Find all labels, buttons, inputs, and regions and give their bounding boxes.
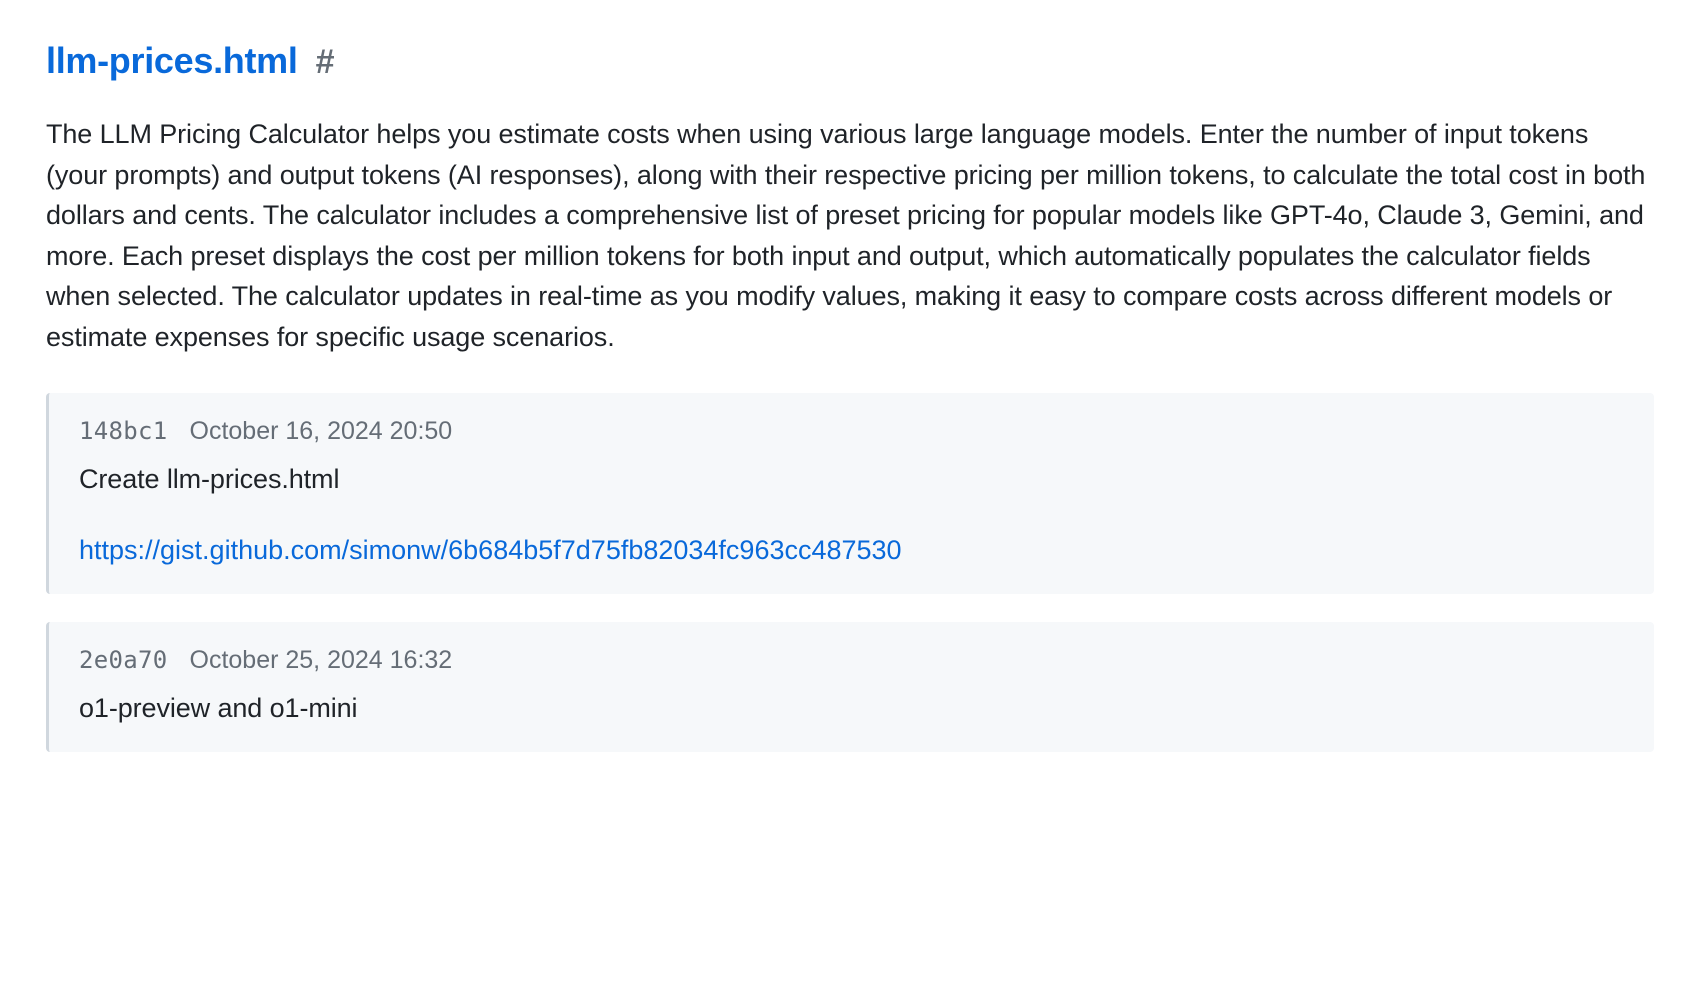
commit-hash[interactable]: 148bc1 xyxy=(79,417,168,445)
page-description: The LLM Pricing Calculator helps you est… xyxy=(46,114,1646,357)
commit-date: October 16, 2024 20:50 xyxy=(190,417,453,446)
commit-meta: 2e0a70 October 25, 2024 16:32 xyxy=(79,646,1624,675)
commit-meta: 148bc1 October 16, 2024 20:50 xyxy=(79,417,1624,446)
commit-message: Create llm-prices.html xyxy=(79,464,1624,495)
commit-card: 2e0a70 October 25, 2024 16:32 o1-preview… xyxy=(46,622,1654,752)
commit-message: o1-preview and o1-mini xyxy=(79,693,1624,724)
page-heading: llm-prices.html # xyxy=(46,40,1654,82)
commit-card: 148bc1 October 16, 2024 20:50 Create llm… xyxy=(46,393,1654,594)
commit-date: October 25, 2024 16:32 xyxy=(190,646,453,675)
commit-hash[interactable]: 2e0a70 xyxy=(79,646,168,674)
anchor-link[interactable]: # xyxy=(316,43,335,82)
page-title-link[interactable]: llm-prices.html xyxy=(46,40,298,82)
commit-link[interactable]: https://gist.github.com/simonw/6b684b5f7… xyxy=(79,535,902,565)
